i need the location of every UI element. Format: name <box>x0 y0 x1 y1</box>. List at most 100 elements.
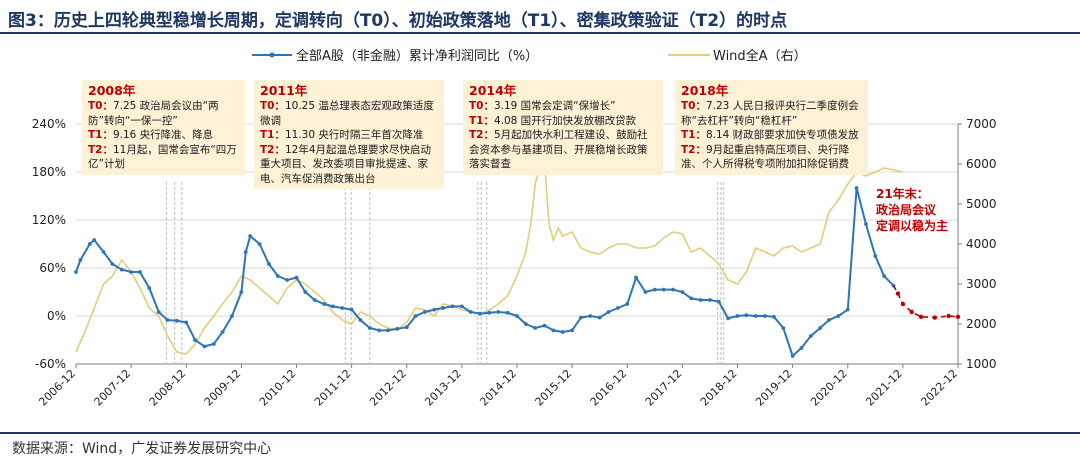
x-tick-label: 2013-12 <box>422 367 464 409</box>
data-point-profit <box>275 274 280 278</box>
data-point-profit <box>184 320 189 325</box>
data-point-profit <box>239 290 244 294</box>
data-point-profit <box>854 186 859 190</box>
annotation-year: 2018年 <box>681 83 729 98</box>
annotation-text: 12年4月起温总理要求尽快启动重大项目、发改委项目审批提速、家电、汽车促消费政策… <box>260 143 432 185</box>
data-point-forecast <box>895 291 901 296</box>
annotation-tag: T1： <box>88 129 113 141</box>
annotation-line: T0：7.23 人民日报评央行二季度例会称“去杠杆”转向“稳杠杆” <box>681 99 862 128</box>
x-tick-label: 2021-12 <box>863 367 905 409</box>
data-point-profit <box>248 234 253 238</box>
annotation-tag: T1： <box>260 129 285 141</box>
x-tick-label: 2017-12 <box>643 367 685 409</box>
data-point-profit <box>340 306 345 310</box>
data-point-profit <box>606 310 611 314</box>
data-point-profit <box>478 311 482 316</box>
data-point-profit <box>533 326 538 330</box>
data-point-profit <box>634 275 638 280</box>
title-rule <box>0 32 1080 34</box>
data-point-profit <box>744 313 749 318</box>
x-tick-label: 2016-12 <box>588 367 630 409</box>
data-point-profit <box>625 302 630 306</box>
annotation-line: T2：12年4月起温总理要求尽快启动重大项目、发改委项目审批提速、家电、汽车促消… <box>260 143 438 187</box>
x-tick-label: 2019-12 <box>753 367 795 409</box>
side-note: 21年末： 政治局会议 定调以稳为主 <box>876 186 948 234</box>
data-point-profit <box>395 326 400 331</box>
data-point-profit <box>78 258 83 262</box>
data-point-profit <box>523 322 528 326</box>
data-point-profit <box>174 318 179 323</box>
data-point-profit <box>579 315 583 320</box>
data-point-profit <box>864 222 868 226</box>
figure-title: 图3：历史上四轮典型稳增长周期，定调转向（T0）、初始政策落地（T1）、密集政策… <box>8 11 788 31</box>
annotation-line: T0：10.25 温总理表态宏观政策适度微调 <box>260 99 438 128</box>
data-point-profit <box>708 298 712 302</box>
data-point-profit <box>450 304 455 309</box>
data-point-profit <box>312 298 317 302</box>
legend-label-profit: 全部A股（非金融）累计净利润同比（%） <box>296 48 538 64</box>
data-point-profit <box>808 334 813 338</box>
data-point-profit <box>505 310 510 315</box>
annotation-line: T1：8.14 财政部要求加快专项债发放 <box>681 128 862 143</box>
x-tick-label: 2014-12 <box>477 367 519 409</box>
data-source: 数据来源：Wind，广发证券发展研究中心 <box>12 441 272 457</box>
data-point-profit <box>101 250 106 254</box>
annotation-line: T0：3.19 国常会定调“保增长” <box>469 99 657 114</box>
side-note-line-3: 定调以稳为主 <box>876 219 949 233</box>
y-right-tick-label: 3000 <box>966 277 997 291</box>
x-tick-label: 2022-12 <box>918 367 960 409</box>
data-point-profit <box>652 287 657 292</box>
annotation-line: T2：5月起加快水利工程建设、鼓励社会资本参与基建项目、开展稳增长政策落实督查 <box>469 128 657 172</box>
data-point-profit <box>726 316 731 321</box>
data-point-profit <box>698 298 703 302</box>
series-line-profit-yoy <box>75 187 895 358</box>
data-point-profit <box>643 290 648 294</box>
data-point-profit <box>845 307 850 312</box>
annotation-year: 2011年 <box>260 83 308 98</box>
bottom-rule <box>0 432 1080 434</box>
data-point-profit <box>836 314 841 318</box>
data-point-profit <box>330 304 335 309</box>
annotation-line: T2：11月起，国常会宣布“四万亿”计划 <box>88 143 239 172</box>
annotation-text: 11.30 央行时隔三年首次降准 <box>284 129 424 141</box>
data-point-profit <box>267 262 271 266</box>
data-point-profit <box>147 286 152 290</box>
y-right-tick-label: 2000 <box>966 317 997 331</box>
data-point-forecast <box>918 314 924 319</box>
data-point-profit <box>211 342 216 346</box>
x-tick-label: 2020-12 <box>808 367 850 409</box>
data-point-profit <box>119 267 124 272</box>
annotation-text: 7.23 人民日报评央行二季度例会称“去杠杆”转向“稳杠杆” <box>681 100 859 127</box>
legend-label-wind: Wind全A（右） <box>713 48 807 64</box>
series-line-forecast <box>892 285 959 319</box>
annotation-line: T1：9.16 央行降准、降息 <box>88 128 239 143</box>
data-point-profit <box>377 328 382 333</box>
y-left-tick-label: 60% <box>39 261 66 275</box>
annotation-tag: T0： <box>469 100 494 112</box>
data-point-profit <box>193 338 197 342</box>
data-point-profit <box>202 344 207 349</box>
annotation-text: 10.25 温总理表态宏观政策适度微调 <box>260 100 434 127</box>
data-point-profit <box>220 330 225 334</box>
annotation-tag: T0： <box>260 100 285 112</box>
data-point-profit <box>689 296 694 301</box>
x-tick-label: 2018-12 <box>698 367 740 409</box>
data-point-profit <box>165 318 170 322</box>
side-note-line-1: 21年末： <box>876 187 929 201</box>
data-point-profit <box>588 314 593 318</box>
y-right-tick-label: 5000 <box>966 197 997 211</box>
data-point-profit <box>243 250 248 254</box>
data-point-profit <box>322 302 326 306</box>
annotation-text: 4.08 国开行加快发放棚改贷款 <box>493 114 637 127</box>
data-point-profit <box>515 314 519 318</box>
data-point-profit <box>551 328 556 333</box>
data-point-forecast <box>955 314 961 319</box>
data-point-profit <box>386 328 390 333</box>
data-point-profit <box>827 318 831 322</box>
x-tick-label: 2011-12 <box>312 367 354 409</box>
data-point-profit <box>413 314 418 318</box>
annotation-text: 5月起加快水利工程建设、鼓励社会资本参与基建项目、开展稳增长政策落实督查 <box>469 129 648 170</box>
data-point-forecast <box>932 315 938 320</box>
data-point-profit <box>799 346 804 350</box>
